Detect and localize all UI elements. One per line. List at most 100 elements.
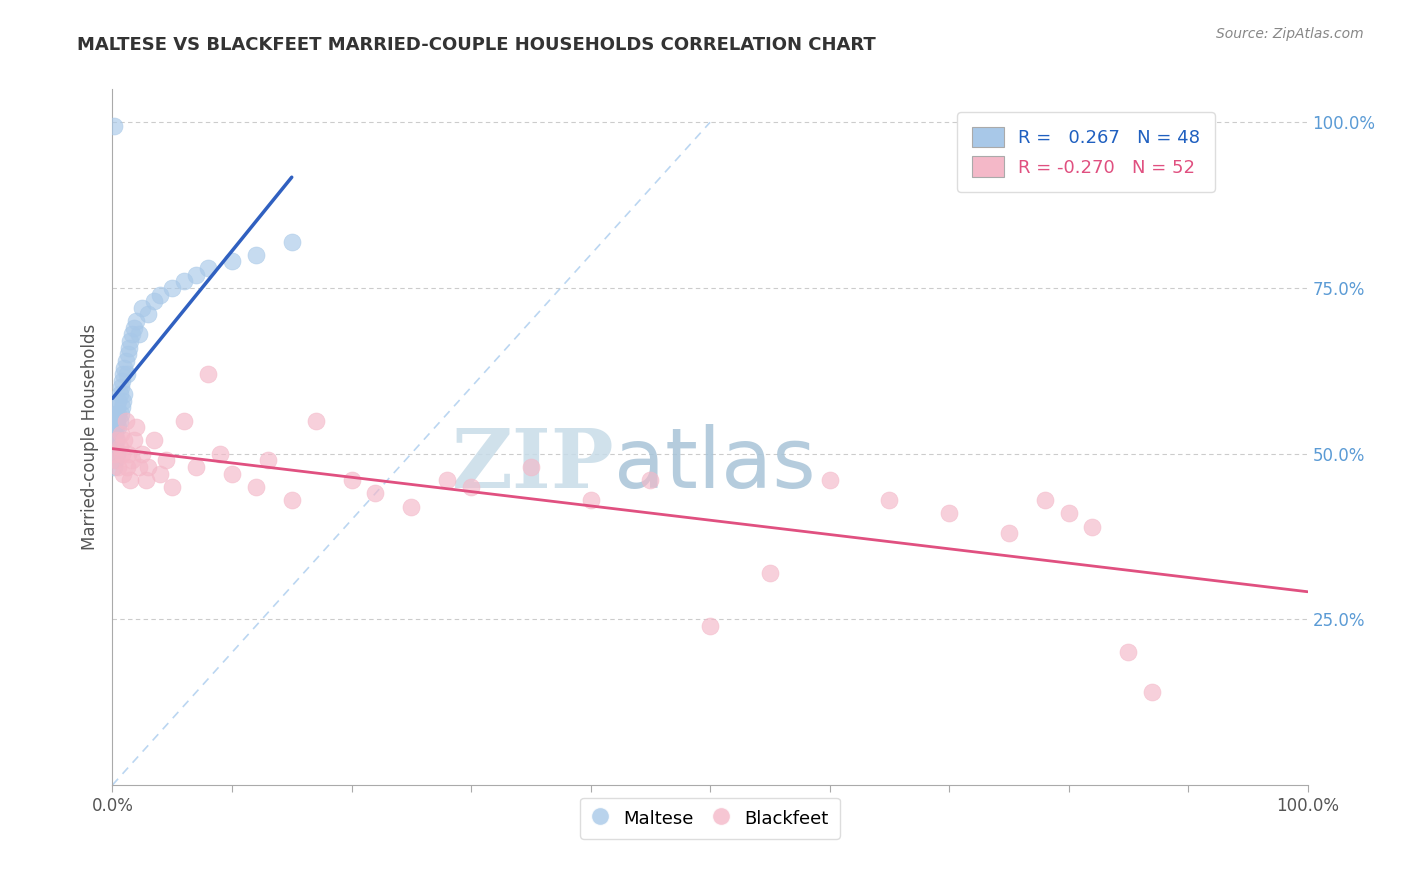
Point	[114, 413, 136, 427]
Point	[759, 566, 782, 580]
Point	[197, 367, 219, 381]
Point	[112, 393, 135, 408]
Point	[105, 453, 128, 467]
Point	[938, 506, 960, 520]
Point	[162, 480, 183, 494]
Text: ZIP: ZIP	[451, 425, 614, 505]
Point	[115, 459, 138, 474]
Point	[209, 447, 232, 461]
Legend: Maltese, Blackfeet: Maltese, Blackfeet	[581, 797, 839, 838]
Point	[1118, 645, 1140, 659]
Point	[121, 327, 143, 342]
Point	[131, 447, 153, 461]
Point	[104, 453, 127, 467]
Point	[112, 467, 135, 481]
Point	[128, 327, 150, 342]
Point	[1057, 506, 1080, 520]
Point	[186, 268, 208, 282]
Point	[340, 473, 363, 487]
Point	[120, 473, 142, 487]
Point	[197, 261, 219, 276]
Text: MALTESE VS BLACKFEET MARRIED-COUPLE HOUSEHOLDS CORRELATION CHART: MALTESE VS BLACKFEET MARRIED-COUPLE HOUS…	[77, 36, 876, 54]
Point	[998, 526, 1021, 541]
Y-axis label: Married-couple Households: Married-couple Households	[80, 324, 98, 550]
Point	[1081, 519, 1104, 533]
Point	[118, 341, 141, 355]
Point	[107, 420, 129, 434]
Point	[103, 447, 125, 461]
Point	[103, 459, 125, 474]
Point	[149, 467, 172, 481]
Point	[117, 347, 139, 361]
Point	[107, 393, 129, 408]
Point	[122, 320, 145, 334]
Point	[105, 413, 128, 427]
Point	[401, 500, 423, 514]
Point	[173, 274, 195, 288]
Point	[104, 447, 127, 461]
Point	[105, 407, 128, 421]
Point	[114, 360, 135, 375]
Point	[107, 459, 129, 474]
Point	[520, 459, 543, 474]
Point	[114, 387, 135, 401]
Point	[257, 453, 280, 467]
Point	[114, 354, 136, 368]
Point	[879, 493, 901, 508]
Point	[281, 235, 304, 249]
Point	[103, 119, 125, 133]
Point	[115, 367, 138, 381]
Point	[436, 473, 458, 487]
Text: Source: ZipAtlas.com: Source: ZipAtlas.com	[1216, 27, 1364, 41]
Point	[699, 619, 721, 633]
Text: atlas: atlas	[614, 425, 815, 506]
Point	[111, 374, 134, 388]
Point	[122, 434, 145, 448]
Point	[173, 413, 195, 427]
Point	[117, 447, 139, 461]
Point	[110, 380, 132, 394]
Point	[111, 401, 134, 415]
Point	[149, 287, 172, 301]
Point	[186, 459, 208, 474]
Point	[131, 301, 153, 315]
Point	[110, 407, 132, 421]
Point	[305, 413, 328, 427]
Point	[1142, 685, 1164, 699]
Point	[108, 440, 131, 454]
Point	[162, 281, 183, 295]
Point	[103, 434, 125, 448]
Point	[1033, 493, 1056, 508]
Point	[105, 420, 128, 434]
Point	[111, 447, 134, 461]
Point	[105, 401, 128, 415]
Point	[105, 447, 128, 461]
Point	[155, 453, 177, 467]
Point	[245, 248, 267, 262]
Point	[105, 434, 128, 448]
Point	[104, 413, 127, 427]
Point	[143, 434, 166, 448]
Point	[281, 493, 304, 508]
Point	[125, 314, 148, 328]
Point	[135, 473, 157, 487]
Point	[125, 420, 148, 434]
Point	[245, 480, 267, 494]
Point	[128, 459, 150, 474]
Point	[460, 480, 482, 494]
Point	[221, 467, 243, 481]
Point	[104, 426, 127, 441]
Point	[221, 254, 243, 268]
Point	[121, 453, 143, 467]
Point	[103, 420, 125, 434]
Point	[108, 387, 131, 401]
Point	[105, 434, 128, 448]
Point	[108, 413, 131, 427]
Point	[107, 407, 129, 421]
Point	[110, 426, 132, 441]
Point	[104, 440, 127, 454]
Point	[120, 334, 142, 348]
Point	[138, 459, 160, 474]
Point	[114, 434, 135, 448]
Point	[579, 493, 602, 508]
